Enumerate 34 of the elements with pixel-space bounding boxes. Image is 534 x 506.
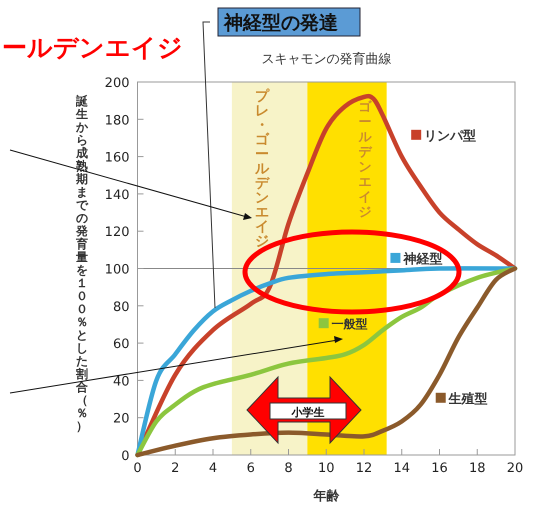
band-label: ゴールデンエイジ [358, 100, 372, 220]
line-series [135, 266, 518, 458]
x-tick-label: 20 [506, 461, 524, 476]
y-tick-label: 200 [104, 76, 130, 91]
y-tick-label: 60 [112, 337, 130, 352]
x-tick-label: 8 [284, 461, 293, 476]
x-tick-label: 0 [133, 461, 142, 476]
x-tick-label: 6 [246, 461, 255, 476]
annotation: 小学生 [290, 406, 324, 419]
y-tick-label: 160 [104, 150, 130, 166]
text: 誕生から成熟期までの発育量を１００％とした割合（％） [76, 94, 88, 433]
x-tick-label: 18 [468, 461, 486, 476]
y-tick-label: 120 [104, 225, 130, 240]
x-tick-label: 16 [431, 461, 448, 476]
legend-label: 生殖型 [448, 392, 488, 407]
x-tick-label: 12 [356, 461, 372, 476]
text: ールデンエイジ [2, 33, 183, 62]
x-tick-label: 4 [208, 461, 218, 476]
y-tick-label: 40 [112, 374, 130, 390]
x-tick-label: 10 [318, 461, 335, 476]
y-tick-label: 0 [121, 449, 130, 464]
legend-label: 神経型 [402, 250, 442, 267]
legend-label: 一般型 [332, 317, 368, 332]
chart-title: スキャモンの発育曲線 [261, 51, 392, 67]
y-tick-label: 180 [104, 113, 130, 128]
y-tick-label: 80 [112, 300, 130, 315]
y-tick-label: 20 [112, 412, 130, 427]
text: 神経型の発達 [223, 12, 338, 34]
x-axis-title: 年齢 [312, 489, 340, 504]
y-tick-label: 140 [104, 188, 130, 203]
x-tick-label: 2 [171, 461, 180, 476]
x-tick-label: 14 [393, 461, 410, 476]
legend-label: リンパ型 [424, 128, 476, 144]
y-tick-label: 100 [104, 262, 130, 278]
